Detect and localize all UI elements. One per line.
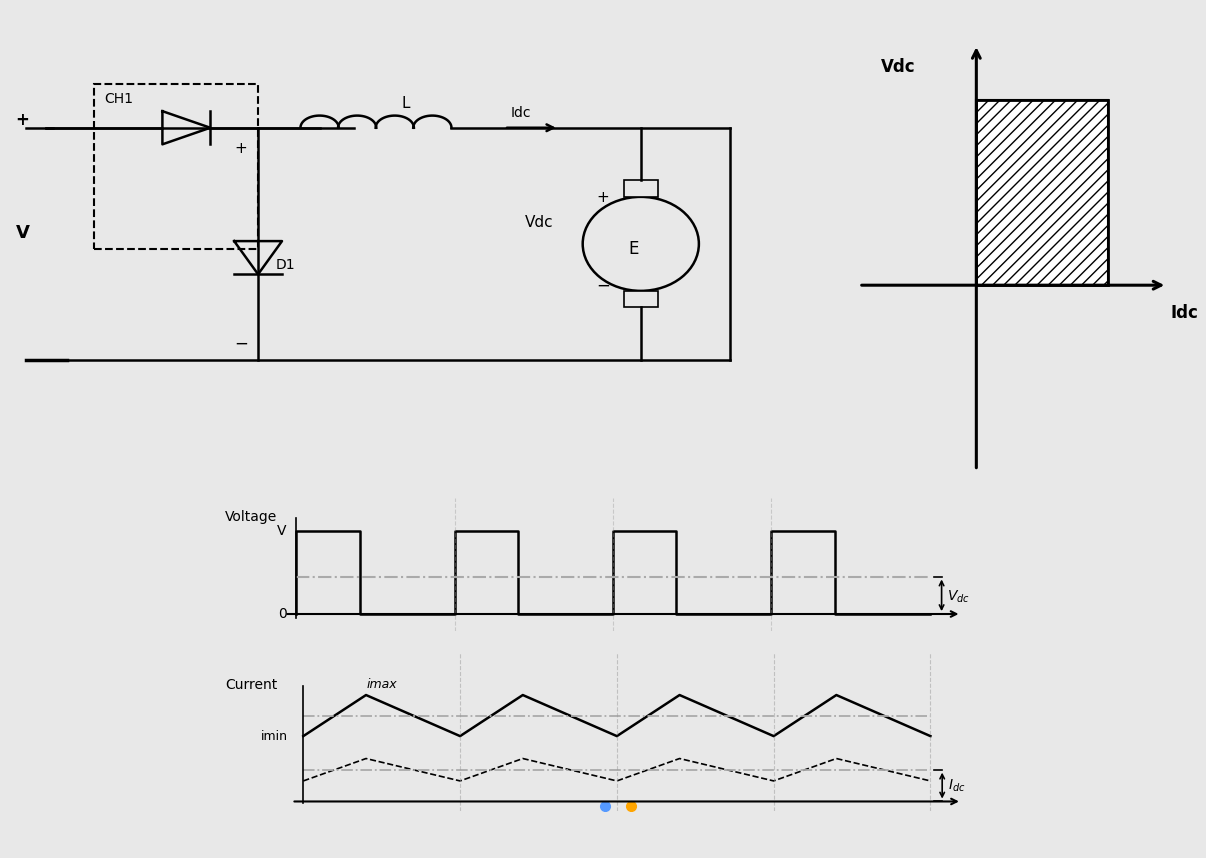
Bar	[977, 100, 1108, 285]
Text: V: V	[16, 224, 29, 242]
Text: Voltage: Voltage	[226, 510, 277, 524]
Bar	[94, 83, 258, 250]
Text: +: +	[234, 141, 247, 155]
Text: imin: imin	[260, 729, 288, 743]
Text: 0: 0	[279, 607, 287, 621]
Text: −: −	[596, 277, 610, 295]
Bar	[977, 100, 1108, 285]
Text: Vdc: Vdc	[525, 215, 554, 230]
Text: V: V	[277, 524, 287, 538]
Text: imax: imax	[367, 678, 397, 691]
Bar	[624, 291, 658, 307]
Text: +: +	[16, 111, 29, 129]
Text: Idc: Idc	[511, 106, 532, 119]
Text: Idc: Idc	[1171, 304, 1199, 322]
Text: CH1: CH1	[105, 92, 134, 106]
Text: −: −	[234, 335, 248, 353]
Text: Vdc: Vdc	[880, 58, 915, 76]
Text: Current: Current	[226, 679, 277, 692]
Text: +: +	[596, 190, 609, 205]
Bar	[624, 180, 658, 196]
Text: E: E	[628, 240, 639, 257]
Text: D1: D1	[275, 257, 294, 272]
Text: L: L	[402, 96, 410, 112]
Text: $I_{dc}$: $I_{dc}$	[948, 777, 965, 794]
Text: $V_{dc}$: $V_{dc}$	[947, 589, 970, 606]
